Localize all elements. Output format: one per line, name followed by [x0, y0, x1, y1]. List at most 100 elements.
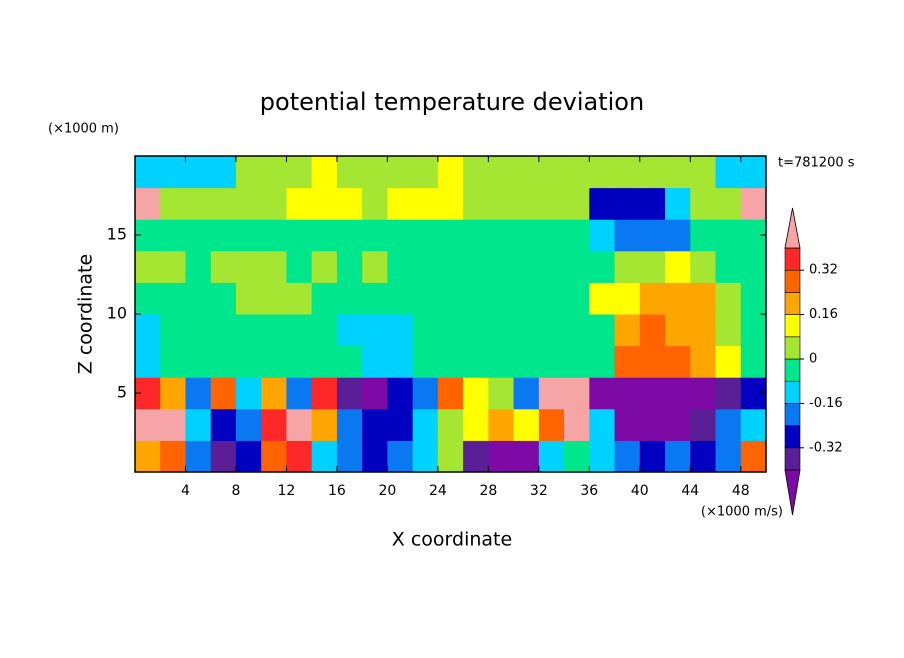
- contour-cell: [614, 219, 641, 252]
- contour-cell: [362, 282, 388, 315]
- contour-cell: [185, 345, 212, 378]
- contour-cell: [740, 440, 767, 473]
- contour-cell: [715, 250, 742, 283]
- contour-cell: [160, 377, 186, 410]
- contour-cell: [665, 314, 691, 347]
- contour-cell: [437, 219, 464, 252]
- contour-cell: [311, 377, 338, 410]
- contour-cell: [185, 282, 212, 315]
- contour-cell: [210, 156, 237, 189]
- y-tick-label: 10: [107, 304, 127, 323]
- contour-cell: [412, 377, 439, 410]
- contour-cell: [210, 314, 237, 347]
- contour-cell: [690, 219, 717, 252]
- contour-cell: [160, 440, 186, 473]
- contour-cell: [336, 377, 363, 410]
- contour-cell: [286, 314, 313, 347]
- contour-cell: [437, 156, 464, 189]
- contour-cell: [639, 345, 666, 378]
- contour-cell: [286, 250, 313, 283]
- colorbar-segment: [784, 380, 801, 404]
- colorbar-segment: [784, 358, 801, 382]
- contour-cell: [185, 377, 212, 410]
- contour-cell: [160, 250, 186, 283]
- contour-cell: [614, 156, 641, 189]
- contour-cell: [437, 282, 464, 315]
- contour-cell: [336, 345, 363, 378]
- colorbar-tick-label: 0.32: [809, 263, 838, 278]
- contour-cell: [639, 377, 666, 410]
- colorbar-over: [784, 207, 801, 249]
- contour-cell: [261, 187, 287, 220]
- contour-cell: [235, 377, 262, 410]
- contour-cell: [665, 187, 691, 220]
- contour-cell: [614, 187, 641, 220]
- contour-cell: [715, 156, 742, 189]
- contour-cell: [614, 408, 641, 441]
- contour-cell: [513, 219, 540, 252]
- contour-cell: [488, 314, 515, 347]
- contour-cell: [286, 345, 313, 378]
- contour-cell: [564, 187, 590, 220]
- contour-cell: [235, 187, 262, 220]
- contour-cell: [488, 250, 515, 283]
- contour-cell: [362, 219, 388, 252]
- contour-cell: [513, 282, 540, 315]
- contour-cell: [387, 187, 414, 220]
- contour-cell: [412, 408, 439, 441]
- contour-cell: [488, 408, 515, 441]
- colorbar-segment: [784, 269, 801, 293]
- contour-cell: [715, 219, 742, 252]
- contour-cell: [160, 314, 186, 347]
- contour-cell: [286, 408, 313, 441]
- contour-cell: [564, 156, 590, 189]
- contour-cell: [286, 219, 313, 252]
- contour-cell: [185, 156, 212, 189]
- contour-cell: [564, 250, 590, 283]
- contour-cell: [538, 156, 565, 189]
- contour-cell: [589, 440, 616, 473]
- contour-cell: [261, 314, 287, 347]
- contour-cell: [235, 156, 262, 189]
- contour-cell: [261, 345, 287, 378]
- contour-cell: [463, 187, 489, 220]
- contour-cell: [160, 187, 186, 220]
- contour-cell: [564, 345, 590, 378]
- contour-cell: [690, 250, 717, 283]
- x-unit: (×1000 m/s): [701, 505, 783, 520]
- contour-cell: [463, 440, 489, 473]
- contour-cell: [311, 345, 338, 378]
- contour-cell: [336, 314, 363, 347]
- contour-cell: [261, 156, 287, 189]
- contour-cell: [412, 156, 439, 189]
- contour-cell: [488, 156, 515, 189]
- contour-cell: [690, 440, 717, 473]
- contour-cell: [210, 219, 237, 252]
- contour-cell: [665, 408, 691, 441]
- contour-cell: [513, 408, 540, 441]
- contour-cell: [210, 187, 237, 220]
- contour-cell: [362, 377, 388, 410]
- contour-cell: [740, 408, 767, 441]
- contour-cell: [740, 282, 767, 315]
- contour-cell: [564, 219, 590, 252]
- colorbar-segment: [784, 292, 801, 315]
- y-axis-label: Z coordinate: [75, 254, 97, 374]
- contour-cell: [235, 250, 262, 283]
- contour-cell: [740, 250, 767, 283]
- contour-cell: [639, 187, 666, 220]
- contour-cell: [463, 219, 489, 252]
- contour-cell: [538, 408, 565, 441]
- contour-cell: [261, 282, 287, 315]
- contour-cell: [412, 219, 439, 252]
- contour-cell: [185, 408, 212, 441]
- contour-cell: [135, 408, 161, 441]
- contour-cell: [437, 377, 464, 410]
- contour-cell: [160, 282, 186, 315]
- contour-cell: [614, 377, 641, 410]
- contour-cell: [261, 219, 287, 252]
- contour-cell: [488, 345, 515, 378]
- contour-cell: [463, 377, 489, 410]
- contour-cell: [564, 408, 590, 441]
